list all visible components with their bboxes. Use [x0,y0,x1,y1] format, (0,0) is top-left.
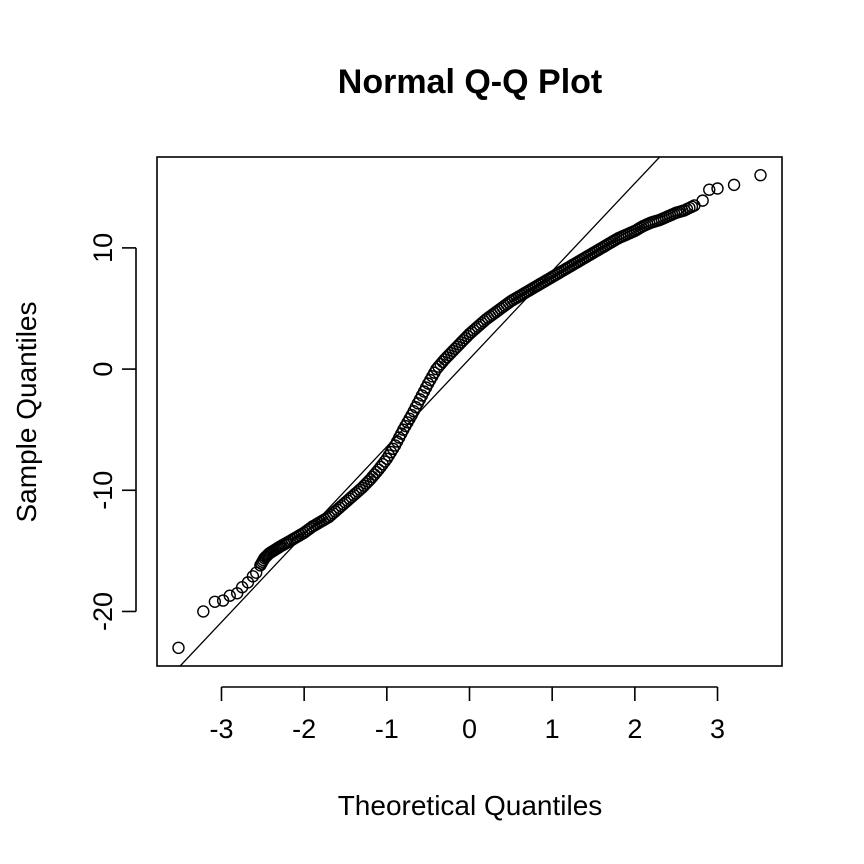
data-point [457,334,470,347]
data-point [455,336,468,349]
data-point [434,358,447,371]
y-tick-label: 10 [88,233,118,263]
x-axis-label: Theoretical Quantiles [338,790,603,821]
data-point [403,412,416,425]
data-point [696,194,709,207]
data-point [395,427,408,440]
data-point [376,458,389,471]
data-point [359,477,373,490]
data-point [318,513,332,526]
plot-frame [156,156,783,667]
data-point [483,310,497,323]
data-point [492,304,505,317]
data-point [711,182,724,195]
data-point [703,183,716,196]
x-tick-label: -2 [292,714,316,744]
y-axis-label: Sample Quantiles [11,301,42,522]
data-point [419,381,433,394]
data-point [250,566,263,579]
data-point [357,479,371,492]
data-point [442,348,456,362]
data-point [448,342,462,355]
x-tick-label: 3 [710,714,725,744]
y-tick-label: 0 [88,362,118,377]
data-point [362,475,375,488]
data-point [452,338,466,351]
data-point [333,501,346,515]
y-axis: -20 -10 0 10 [88,233,137,631]
x-tick-label: 2 [627,714,642,744]
y-tick-label: -20 [88,592,118,631]
data-point [444,346,458,360]
chart-title: Normal Q-Q Plot [338,63,602,101]
data-point [436,355,449,369]
x-tick-label: 1 [545,714,560,744]
data-point [172,641,185,655]
data-point [368,468,381,481]
data-point [411,397,425,410]
y-tick-label: -10 [88,471,118,510]
data-point [446,344,460,358]
data-point [727,178,741,192]
data-point [685,200,699,213]
data-point [349,487,363,500]
data-point [341,494,354,507]
data-point [428,366,441,379]
data-point [382,449,396,462]
x-axis: -3 -2 -1 0 1 2 3 [209,686,725,744]
series-points [172,168,767,655]
data-point [324,508,338,522]
data-point [386,442,400,455]
data-point [450,340,464,353]
data-point [473,318,487,332]
data-point [246,570,260,583]
data-point [197,605,210,618]
data-point [384,445,398,459]
data-point [440,351,453,364]
data-point [754,168,767,182]
plot-area [172,157,767,666]
x-tick-label: -3 [209,714,233,744]
data-point [208,595,222,608]
x-tick-label: 0 [462,714,477,744]
data-point [378,455,391,468]
data-point [223,589,236,602]
data-point [465,325,478,339]
x-tick-label: -1 [375,714,399,744]
